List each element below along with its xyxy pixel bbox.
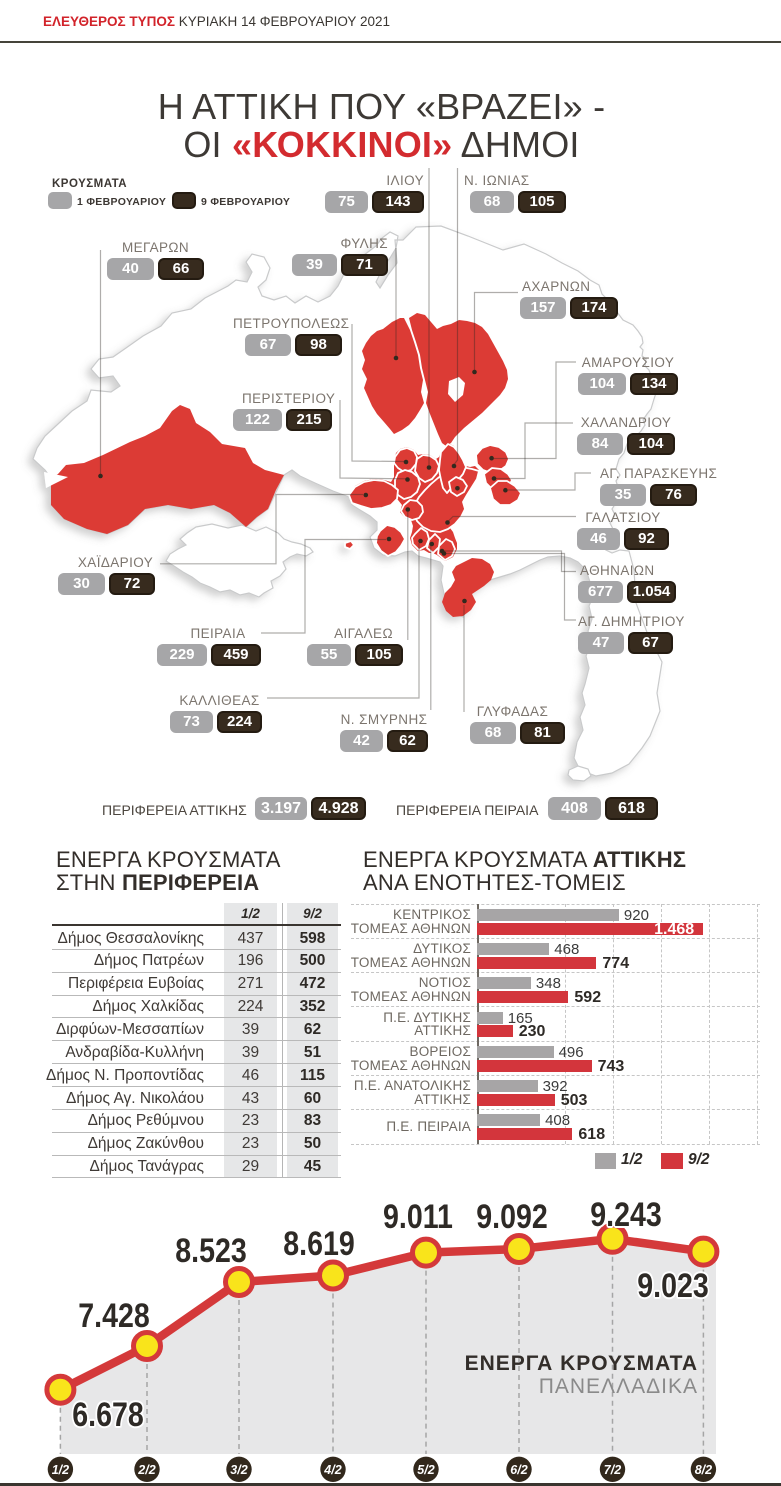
svg-text:1/2: 1/2 (52, 1463, 69, 1477)
svg-text:2/2: 2/2 (137, 1463, 155, 1477)
svg-text:5/2: 5/2 (417, 1463, 434, 1477)
svg-text:7/2: 7/2 (604, 1463, 621, 1477)
svg-text:3/2: 3/2 (230, 1463, 247, 1477)
svg-text:4/2: 4/2 (323, 1463, 341, 1477)
svg-text:6/2: 6/2 (510, 1463, 527, 1477)
svg-text:8/2: 8/2 (695, 1463, 712, 1477)
